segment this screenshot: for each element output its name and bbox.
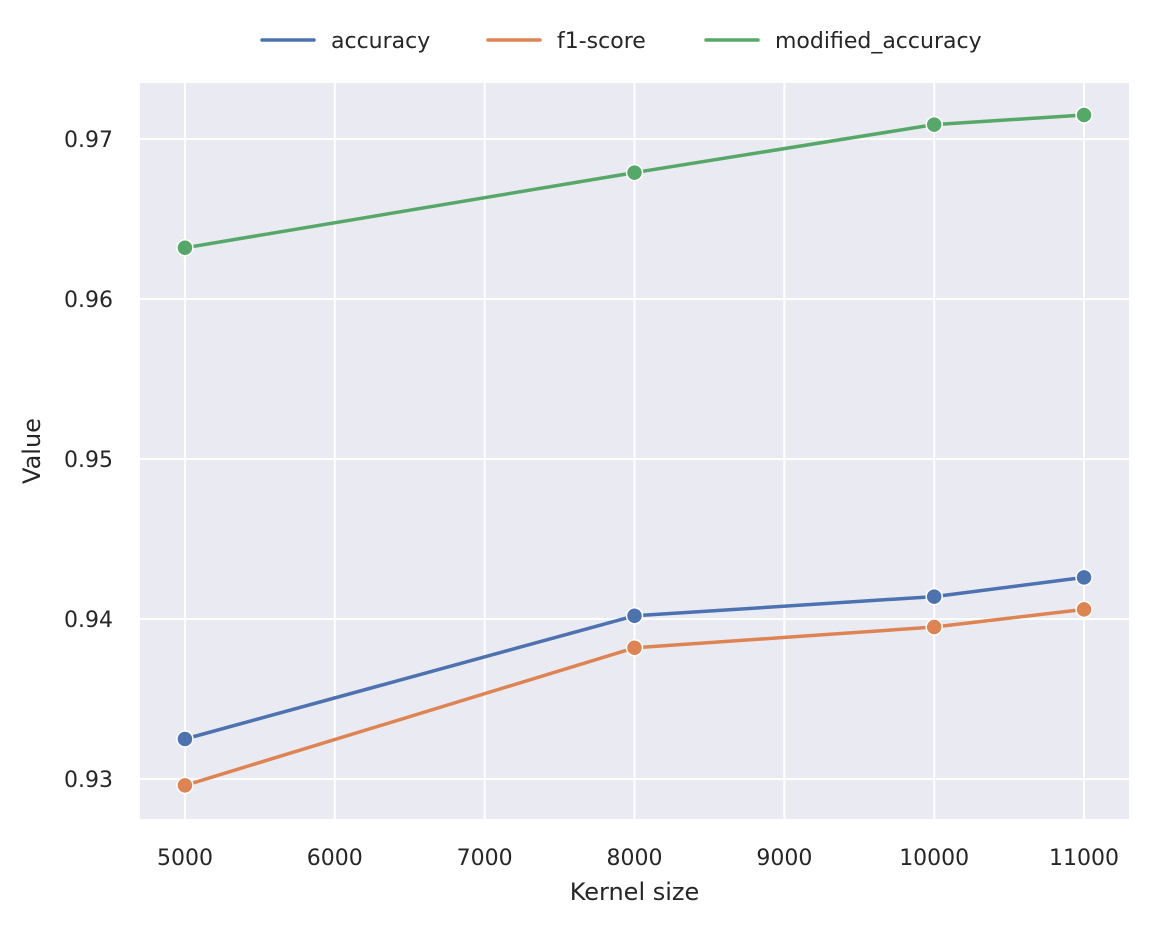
y-tick-label: 0.94 — [64, 608, 113, 633]
x-tick-label: 5000 — [157, 846, 213, 871]
y-axis-label: Value — [18, 418, 46, 484]
data-point-modified_accuracy — [925, 115, 943, 134]
data-point-accuracy — [625, 607, 644, 625]
x-tick-label: 8000 — [607, 846, 663, 871]
data-point-f1-score — [625, 639, 644, 657]
legend: accuracy f1-score modified_accuracy — [260, 29, 982, 54]
data-point-f1-score — [925, 618, 943, 636]
y-tick-label: 0.96 — [64, 288, 113, 313]
data-point-f1-score — [176, 776, 194, 795]
x-tick-label: 10000 — [899, 846, 969, 871]
x-tick-label: 11000 — [1049, 846, 1119, 871]
x-tick-label: 6000 — [307, 846, 363, 871]
x-tick-label: 7000 — [457, 846, 513, 871]
data-point-accuracy — [925, 587, 943, 606]
y-tick-label: 0.97 — [64, 128, 113, 153]
data-point-modified_accuracy — [1075, 106, 1093, 124]
series-line-f1-score — [183, 607, 1086, 788]
data-point-f1-score — [1075, 600, 1093, 619]
series-line-accuracy — [183, 575, 1086, 741]
data-point-accuracy — [176, 730, 194, 748]
data-point-modified_accuracy — [625, 163, 644, 182]
x-tick-label: 9000 — [756, 846, 812, 871]
legend-label-modified_accuracy: modified_accuracy — [775, 29, 982, 54]
grid — [140, 83, 1129, 819]
series-line-modified_accuracy — [183, 113, 1086, 250]
legend-label-f1-score: f1-score — [557, 29, 646, 54]
series-lines — [183, 113, 1086, 788]
data-point-accuracy — [1075, 568, 1093, 587]
x-axis-label: Kernel size — [570, 878, 700, 906]
data-point-modified_accuracy — [176, 239, 194, 257]
y-tick-label: 0.93 — [64, 768, 113, 793]
y-tick-label: 0.95 — [64, 448, 113, 473]
series-markers — [176, 106, 1093, 795]
legend-label-accuracy: accuracy — [331, 29, 430, 54]
tick-labels: 5000 6000 7000 8000 9000 10000 11000 0.93 0.94 0.… — [64, 128, 1119, 871]
